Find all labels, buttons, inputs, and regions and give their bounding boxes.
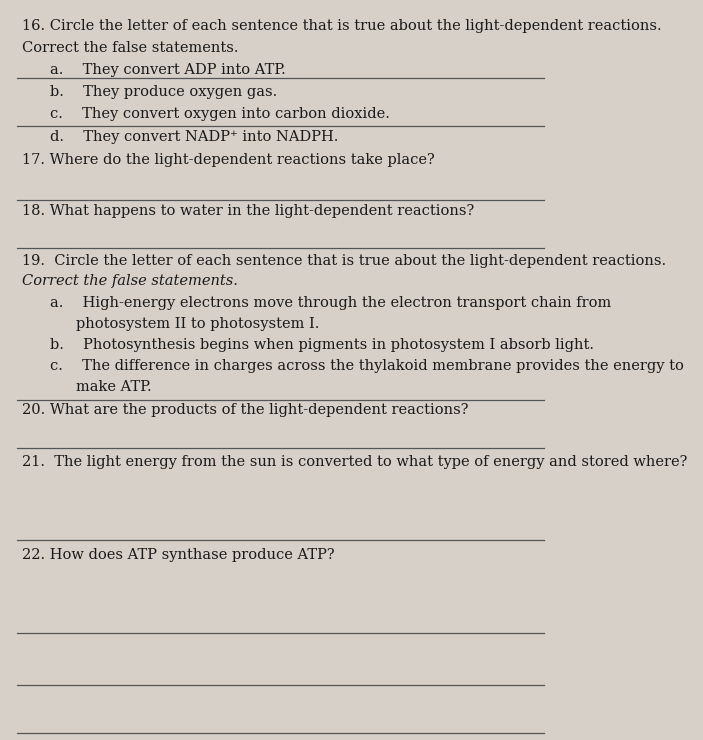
Text: b.  They produce oxygen gas.: b. They produce oxygen gas. bbox=[51, 85, 278, 99]
Text: c.  The difference in charges across the thylakoid membrane provides the energy : c. The difference in charges across the … bbox=[51, 359, 684, 373]
Text: 21.  The light energy from the sun is converted to what type of energy and store: 21. The light energy from the sun is con… bbox=[22, 455, 688, 469]
Text: 18. What happens to water in the light-dependent reactions?: 18. What happens to water in the light-d… bbox=[22, 204, 479, 218]
Text: make ATP.: make ATP. bbox=[76, 380, 151, 394]
Text: photosystem II to photosystem I.: photosystem II to photosystem I. bbox=[76, 317, 319, 331]
Text: Correct the false statements.: Correct the false statements. bbox=[22, 274, 238, 288]
Text: c.  They convert oxygen into carbon dioxide.: c. They convert oxygen into carbon dioxi… bbox=[51, 107, 390, 121]
Text: a.  High-energy electrons move through the electron transport chain from: a. High-energy electrons move through th… bbox=[51, 296, 612, 310]
Text: 20. What are the products of the light-dependent reactions?: 20. What are the products of the light-d… bbox=[22, 403, 474, 417]
Text: a.  They convert ADP into ATP.: a. They convert ADP into ATP. bbox=[51, 63, 286, 77]
Text: 16. Circle the letter of each sentence that is true about the light-dependent re: 16. Circle the letter of each sentence t… bbox=[22, 18, 662, 33]
Text: 17. Where do the light-dependent reactions take place?: 17. Where do the light-dependent reactio… bbox=[22, 153, 440, 167]
Text: d.  They convert NADP⁺ into NADPH.: d. They convert NADP⁺ into NADPH. bbox=[51, 130, 339, 144]
Text: 19.  Circle the letter of each sentence that is true about the light-dependent r: 19. Circle the letter of each sentence t… bbox=[22, 254, 666, 268]
Text: b.  Photosynthesis begins when pigments in photosystem I absorb light.: b. Photosynthesis begins when pigments i… bbox=[51, 338, 595, 352]
Text: Correct the false statements.: Correct the false statements. bbox=[22, 41, 239, 55]
Text: 22. How does ATP synthase produce ATP?: 22. How does ATP synthase produce ATP? bbox=[22, 548, 340, 562]
